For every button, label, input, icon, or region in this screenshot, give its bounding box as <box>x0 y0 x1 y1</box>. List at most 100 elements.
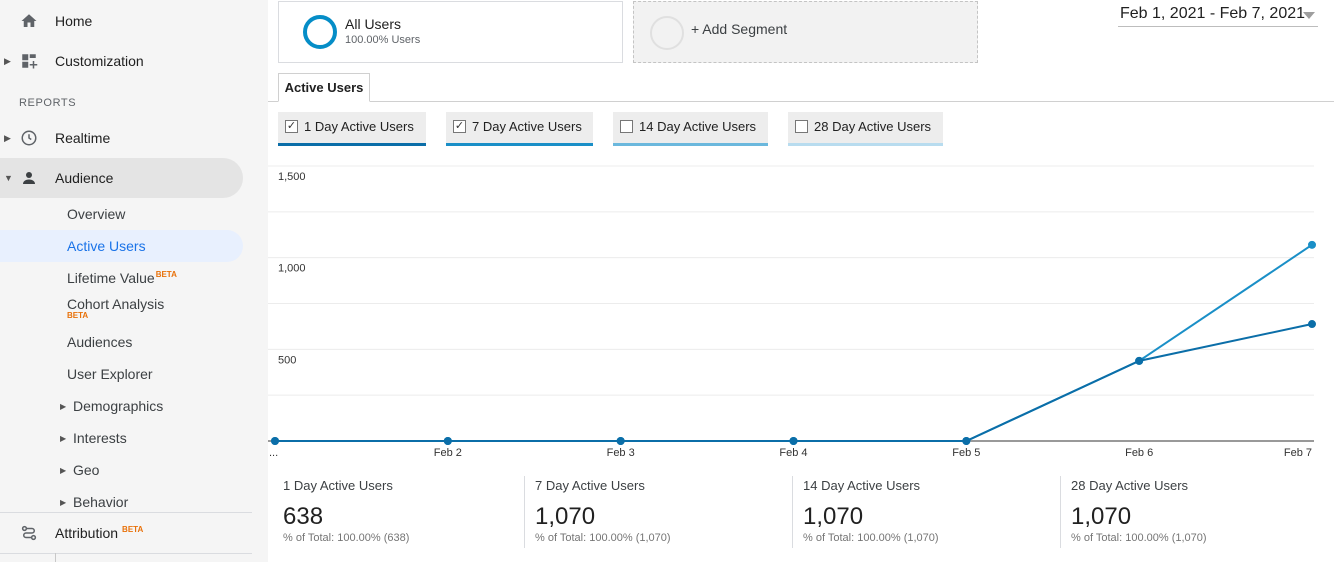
metric-tab[interactable]: ✓ 1 Day Active Users <box>278 112 426 146</box>
data-point <box>962 437 971 445</box>
sidebar-item-user-explorer[interactable]: User Explorer <box>67 366 153 382</box>
segment-circle-icon <box>303 15 337 49</box>
stat-divider <box>792 476 793 548</box>
stat-divider <box>1060 476 1061 548</box>
stat-name: 7 Day Active Users <box>535 478 645 493</box>
sidebar-item-interests[interactable]: ▶ Interests <box>60 430 127 446</box>
stat-name: 28 Day Active Users <box>1071 478 1189 493</box>
data-point <box>1308 320 1316 329</box>
x-tick-label: Feb 5 <box>952 447 980 459</box>
data-point <box>271 437 279 445</box>
sidebar-divider <box>55 553 56 562</box>
stat-value: 1,070 <box>803 503 864 530</box>
add-segment-button[interactable]: + Add Segment <box>633 1 978 63</box>
metric-tab[interactable]: ✓ 7 Day Active Users <box>446 112 593 146</box>
nav-audience-label: Audience <box>55 170 114 186</box>
metric-tab-color-bar <box>278 143 426 146</box>
x-tick-label: Feb 7 <box>1284 447 1312 459</box>
checkbox-checked-icon[interactable]: ✓ <box>453 120 466 133</box>
nav-customization[interactable]: ▶ Customization <box>0 41 268 81</box>
beta-badge: BETA <box>155 270 177 280</box>
nav-audience[interactable]: ▼ Audience <box>0 158 243 198</box>
caret-right-icon: ▶ <box>60 465 67 475</box>
beta-badge: BETA <box>67 311 89 320</box>
attribution-icon <box>18 522 40 544</box>
date-range-picker[interactable]: Feb 1, 2021 - Feb 7, 2021 <box>1118 3 1318 27</box>
y-tick-label: 1,500 <box>278 171 306 183</box>
data-point <box>1135 356 1144 365</box>
sidebar-item-demographics[interactable]: ▶ Demographics <box>60 398 164 414</box>
data-point <box>789 437 798 445</box>
y-tick-label: 1,000 <box>278 263 306 275</box>
date-range-text: Feb 1, 2021 - Feb 7, 2021 <box>1120 5 1306 22</box>
caret-right-icon: ▶ <box>4 55 11 66</box>
data-point <box>443 437 452 445</box>
data-point <box>616 437 625 445</box>
x-tick-label: Feb 6 <box>1125 447 1153 459</box>
reports-section-label: REPORTS <box>19 97 77 109</box>
metric-tab-label: 1 Day Active Users <box>304 119 414 134</box>
sidebar-divider <box>0 553 252 554</box>
metric-tab[interactable]: 14 Day Active Users <box>613 112 768 146</box>
add-segment-label: + Add Segment <box>691 21 788 37</box>
nav-attribution-label: Attribution <box>55 525 119 541</box>
metric-tab-color-bar <box>788 143 943 146</box>
sidebar-item-behavior[interactable]: ▶ Behavior <box>60 494 129 510</box>
person-icon <box>18 167 40 189</box>
segment-percent: 100.00% Users <box>345 34 421 46</box>
x-tick-label: ... <box>269 447 278 459</box>
metric-tab-label: 14 Day Active Users <box>639 119 757 134</box>
sidebar-item-audiences[interactable]: Audiences <box>67 334 133 350</box>
stat-name: 14 Day Active Users <box>803 478 921 493</box>
dropdown-arrow-icon <box>1303 12 1315 19</box>
dashboard-icon <box>18 50 40 72</box>
stat-divider <box>524 476 525 548</box>
checkbox-icon[interactable] <box>620 120 633 133</box>
home-icon <box>18 10 40 32</box>
metric-tab[interactable]: 28 Day Active Users <box>788 112 943 146</box>
data-point <box>1308 240 1316 249</box>
stat-percent: % of Total: 100.00% (1,070) <box>1071 532 1207 544</box>
sidebar-item-lifetime-value[interactable]: Lifetime ValueBETA <box>67 270 177 286</box>
sidebar-item-geo[interactable]: ▶ Geo <box>60 462 100 478</box>
stat-percent: % of Total: 100.00% (638) <box>283 532 410 544</box>
stat-name: 1 Day Active Users <box>283 478 393 493</box>
tab-divider <box>268 101 1334 102</box>
sidebar-item-cohort-analysis[interactable]: Cohort Analysis <box>67 296 165 312</box>
metric-tab-color-bar <box>613 143 768 146</box>
series-line <box>275 244 1313 442</box>
nav-home-label: Home <box>55 13 93 29</box>
sidebar-item-overview[interactable]: Overview <box>67 206 126 222</box>
caret-right-icon: ▶ <box>4 132 11 143</box>
segment-all-users[interactable]: All Users 100.00% Users <box>278 1 623 63</box>
stat-value: 638 <box>283 503 324 530</box>
tab-active-users[interactable]: Active Users <box>278 73 370 102</box>
active-users-line-chart: 1,500 1,000 500... Feb 2 Feb 3 Feb 4 Feb 5 Feb … <box>268 165 1316 459</box>
caret-down-icon: ▼ <box>4 173 13 183</box>
y-tick-label: 500 <box>278 354 296 366</box>
stat-value: 1,070 <box>535 503 596 530</box>
empty-circle-icon <box>650 16 684 50</box>
stat-value: 1,070 <box>1071 503 1132 530</box>
nav-attribution[interactable]: Attribution BETA <box>0 513 268 553</box>
metric-tab-label: 7 Day Active Users <box>472 119 582 134</box>
stat-percent: % of Total: 100.00% (1,070) <box>803 532 939 544</box>
series-line <box>275 323 1313 442</box>
x-tick-label: Feb 2 <box>434 447 462 459</box>
nav-realtime-label: Realtime <box>55 130 111 146</box>
caret-right-icon: ▶ <box>60 433 67 443</box>
x-tick-label: Feb 4 <box>779 447 807 459</box>
sidebar: Home ▶ Customization REPORTS ▶ Realtime … <box>0 0 268 562</box>
nav-realtime[interactable]: ▶ Realtime <box>0 118 268 158</box>
sidebar-item-active-users[interactable]: Active Users <box>0 230 243 262</box>
nav-customization-label: Customization <box>55 53 144 69</box>
nav-home[interactable]: Home <box>0 1 268 41</box>
checkbox-icon[interactable] <box>795 120 808 133</box>
clock-icon <box>18 127 40 149</box>
metric-tab-color-bar <box>446 143 593 146</box>
checkbox-checked-icon[interactable]: ✓ <box>285 120 298 133</box>
x-tick-label: Feb 3 <box>607 447 635 459</box>
caret-right-icon: ▶ <box>60 401 67 411</box>
sidebar-divider <box>0 512 252 513</box>
beta-badge: BETA <box>122 525 144 535</box>
